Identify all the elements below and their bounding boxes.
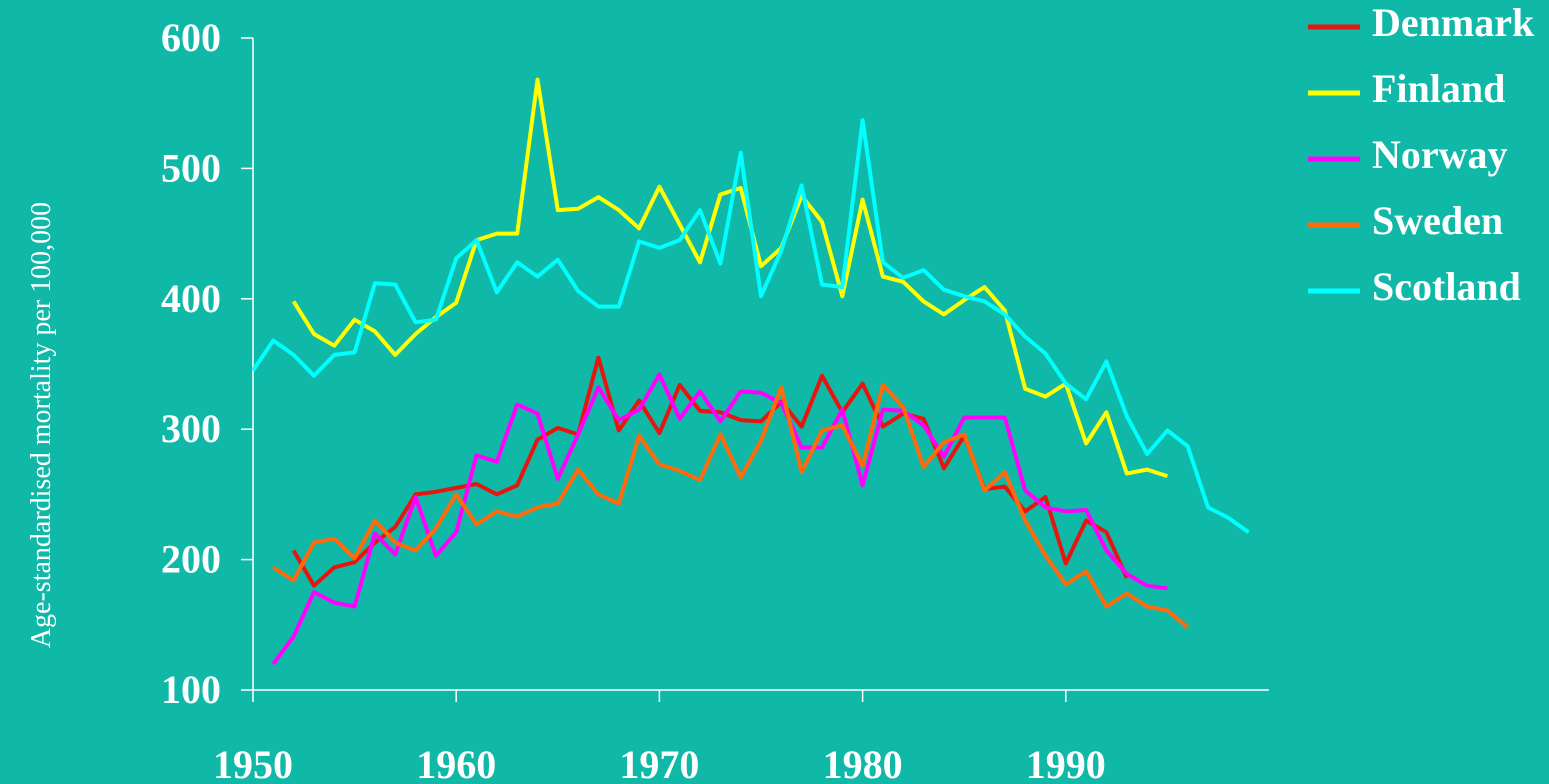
series-line — [272, 382, 1189, 629]
x-tick-label: 1950 — [213, 742, 293, 784]
legend-label: Scotland — [1372, 264, 1521, 309]
legend-label: Norway — [1372, 132, 1508, 177]
y-tick-label: 600 — [161, 15, 221, 60]
y-axis-label: Age-standardised mortality per 100,000 — [26, 202, 57, 648]
x-tick-label: 1980 — [823, 742, 903, 784]
series-line — [251, 118, 1250, 534]
y-tick-label: 500 — [161, 145, 221, 190]
x-tick-label: 1960 — [416, 742, 496, 784]
x-tick-label: 1970 — [619, 742, 699, 784]
legend-label: Denmark — [1372, 0, 1535, 45]
x-tick-label: 1990 — [1026, 742, 1106, 784]
y-tick-label: 100 — [161, 667, 221, 712]
y-tick-label: 400 — [161, 276, 221, 321]
legend-label: Finland — [1372, 66, 1505, 111]
y-tick-label: 200 — [161, 537, 221, 582]
y-tick-label: 300 — [161, 406, 221, 451]
series-line — [271, 372, 1168, 666]
legend-label: Sweden — [1372, 198, 1503, 243]
